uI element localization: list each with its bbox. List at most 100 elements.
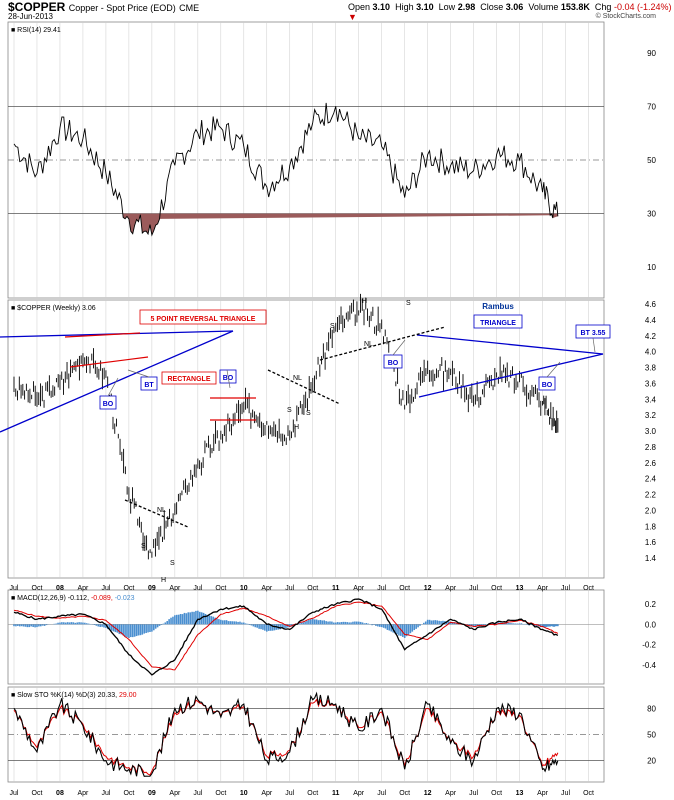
x-tick-label-price: Jul <box>285 585 294 592</box>
close-label: Close <box>480 2 504 12</box>
rsi-y-tick: 50 <box>647 156 656 165</box>
annotation-s: S <box>287 407 292 414</box>
x-tick-label-bottom: Apr <box>353 790 365 797</box>
x-tick-label-price: 12 <box>424 585 432 592</box>
macd-signal-line <box>13 601 559 671</box>
high-label: High <box>395 2 414 12</box>
symbol-title: $COPPER Copper - Spot Price (EOD) CME <box>8 0 199 14</box>
chart-date: 28-Jun-2013 <box>8 12 53 21</box>
x-tick-label-bottom: Jul <box>377 790 386 797</box>
x-tick-label-price: Oct <box>123 585 134 592</box>
x-tick-label-bottom: 11 <box>332 790 340 797</box>
annotation-s: S <box>170 560 175 567</box>
x-tick-label-bottom: 10 <box>240 790 248 797</box>
x-tick-label-price: Oct <box>215 585 226 592</box>
x-tick-label-bottom: Jul <box>561 790 570 797</box>
chg-label: Chg <box>594 2 612 12</box>
symbol: $COPPER <box>8 0 66 14</box>
sto-y-tick: 20 <box>647 757 656 766</box>
triangle-bottom-line <box>0 330 234 433</box>
x-tick-label-price: Jul <box>193 585 202 592</box>
x-tick-label-bottom: Oct <box>215 790 226 797</box>
annotation-nl: NL <box>364 341 373 348</box>
sto-legend-d: 29.00 <box>119 692 137 699</box>
annotation-5-point-reversal-box <box>139 309 267 325</box>
x-tick-label-price: 13 <box>516 585 524 592</box>
x-tick-label-price: 11 <box>332 585 340 592</box>
annotation-rectangle-box <box>161 371 217 385</box>
rsi-legend: ■ RSI(14) 29.41 <box>11 27 61 34</box>
annotation-rambus: Rambus <box>482 302 514 311</box>
x-tick-label-price: Oct <box>399 585 410 592</box>
x-tick-label-bottom: Oct <box>123 790 134 797</box>
price-y-tick: 3.2 <box>645 411 657 420</box>
annotation-h: H <box>362 298 367 305</box>
x-tick-label-price: Oct <box>491 585 502 592</box>
x-tick-label-bottom: Oct <box>491 790 502 797</box>
price-y-tick: 2.2 <box>645 491 657 500</box>
price-y-tick: 1.8 <box>645 522 657 531</box>
x-tick-label-price: Oct <box>307 585 318 592</box>
sto-k-line <box>13 691 559 777</box>
x-tick-label-bottom: Oct <box>399 790 410 797</box>
annotation-s: S <box>406 300 411 307</box>
macd-y-tick: -0.4 <box>642 661 656 670</box>
macd-line <box>13 598 559 676</box>
x-tick-label-price: Apr <box>169 585 181 592</box>
annotation-bo-4: BO <box>542 382 553 389</box>
x-tick-label-price: Apr <box>445 585 457 592</box>
sto-y-tick: 50 <box>647 731 656 740</box>
price-y-tick: 2.6 <box>645 459 657 468</box>
x-tick-label-price: Apr <box>77 585 89 592</box>
annotation-bo: BO <box>103 401 114 408</box>
x-tick-label-bottom: 09 <box>148 790 156 797</box>
panel-frame <box>7 686 605 783</box>
macd-legend-hist: -0.023 <box>115 595 135 602</box>
annotation-pointer <box>127 369 150 378</box>
copyright: © StockCharts.com <box>595 13 656 20</box>
chart-header: $COPPER Copper - Spot Price (EOD) CME 28… <box>0 0 674 22</box>
annotation-triangle-box <box>473 314 523 329</box>
annotation-bt-355: BT 3.55 <box>581 330 606 337</box>
annotation-bo-3: BO <box>388 360 399 367</box>
low-label: Low <box>438 2 456 12</box>
annotation-rectangle: RECTANGLE <box>167 376 210 383</box>
x-tick-label-bottom: Jul <box>193 790 202 797</box>
sto-d-line <box>13 698 559 776</box>
x-tick-label-price: 09 <box>148 585 156 592</box>
volume-value: 153.8K <box>560 2 590 12</box>
rsi-oversold-fill <box>123 213 558 236</box>
price-y-tick: 3.4 <box>645 395 657 404</box>
neckline-2011 <box>319 326 446 361</box>
price-y-tick: 2.4 <box>645 475 657 484</box>
rsi-line <box>13 102 559 237</box>
x-tick-label-bottom: 12 <box>424 790 432 797</box>
price-y-tick: 4.0 <box>645 348 657 357</box>
annotation-nl: NL <box>157 507 166 514</box>
x-tick-label-price: 08 <box>56 585 64 592</box>
x-tick-label-bottom: Oct <box>307 790 318 797</box>
reversal-red-line-1 <box>64 332 141 338</box>
annotation-pointer <box>546 361 561 378</box>
x-tick-label-price: Apr <box>261 585 273 592</box>
symbol-description: Copper - Spot Price (EOD) <box>68 3 176 13</box>
annotation-pointer <box>107 377 119 397</box>
macd-legend-signal: -0.089, <box>91 595 115 602</box>
macd-y-tick: 0.0 <box>645 620 657 629</box>
rsi-y-tick: 70 <box>647 102 656 111</box>
x-tick-label-price: 10 <box>240 585 248 592</box>
low-value: 2.98 <box>457 2 476 12</box>
annotation-h: H <box>161 577 166 584</box>
neckline-bottom <box>124 499 189 528</box>
exchange: CME <box>179 3 200 13</box>
x-tick-label-price: Jul <box>10 585 19 592</box>
rambus-triangle-top <box>416 334 604 355</box>
x-tick-label-bottom: Apr <box>77 790 89 797</box>
rsi-y-tick: 10 <box>647 263 656 272</box>
sto-legend: ■ Slow STO %K(14) %D(3) 20.33, 29.00 <box>11 692 137 699</box>
annotation-pointer <box>592 337 596 353</box>
annotation-pointer <box>226 369 231 389</box>
neckline-2010 <box>267 369 341 405</box>
close-value: 3.06 <box>505 2 524 12</box>
annotation-nl: NL <box>293 375 302 382</box>
